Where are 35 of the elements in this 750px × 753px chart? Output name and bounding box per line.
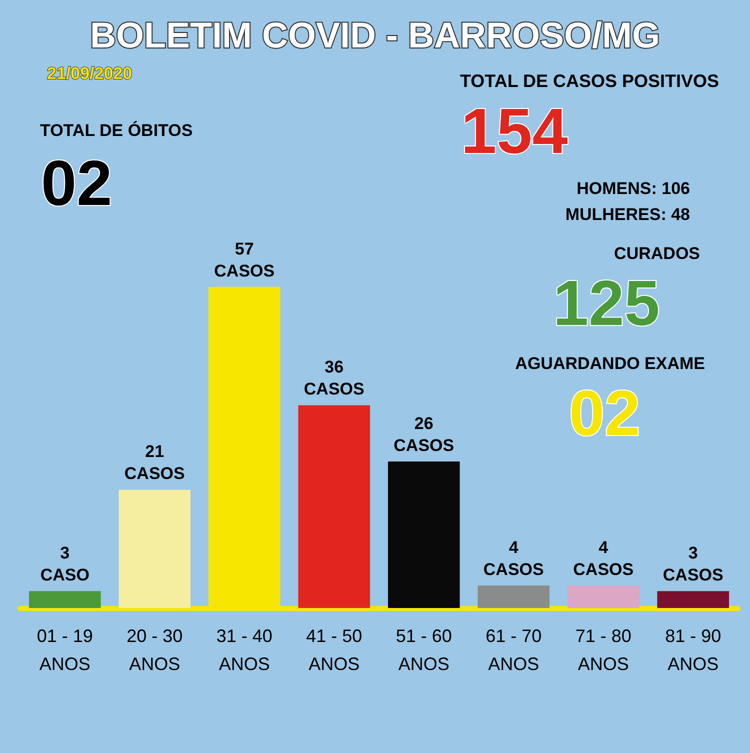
- x-tick-label: 01 - 19 ANOS: [36, 626, 93, 674]
- text: HOMENS: 106: [576, 179, 690, 198]
- x-tick-label: 41 - 50 ANOS: [306, 626, 362, 674]
- chart-title: BOLETIM COVID - BARROSO/MG: [90, 14, 660, 56]
- text: TOTAL DE CASOS POSITIVOS: [460, 71, 720, 91]
- bar: [478, 585, 550, 608]
- chart-subtitle: 21/09/2020: [47, 64, 132, 83]
- x-tick-label: 81 - 90 ANOS: [665, 626, 722, 674]
- data-label: 57 CASOS: [214, 239, 275, 280]
- text: CURADOS: [614, 244, 700, 263]
- bar: [657, 591, 730, 608]
- bar: [298, 405, 370, 608]
- x-tick-label: 51 - 60 ANOS: [396, 626, 452, 674]
- x-tick-label: 31 - 40 ANOS: [216, 626, 272, 674]
- data-label: 26 CASOS: [394, 414, 454, 456]
- data-label: 36 CASOS: [304, 358, 364, 399]
- text: 154: [461, 95, 568, 167]
- data-label: 3 CASOS: [662, 544, 724, 585]
- bar: [118, 490, 191, 608]
- text: 02: [41, 147, 112, 219]
- annotation: 02: [569, 377, 640, 449]
- text: TOTAL DE ÓBITOS: [40, 120, 193, 140]
- data-label: 4 CASOS: [483, 538, 544, 579]
- bar: [388, 462, 460, 608]
- bar: [567, 585, 640, 608]
- data-label: 3 CASO: [40, 544, 90, 585]
- x-tick-label: 71 - 80 ANOS: [575, 626, 632, 674]
- x-tick-label: 61 - 70 ANOS: [486, 626, 542, 674]
- text: MULHERES: 48: [565, 205, 690, 224]
- data-label: 4 CASOS: [573, 538, 634, 579]
- annotation: 125: [553, 267, 660, 339]
- x-tick-label: 20 - 30 ANOS: [126, 626, 183, 674]
- annotation: AGUARDANDO EXAME: [515, 354, 706, 373]
- data-label: 21 CASOS: [124, 442, 185, 484]
- bar: [28, 591, 101, 608]
